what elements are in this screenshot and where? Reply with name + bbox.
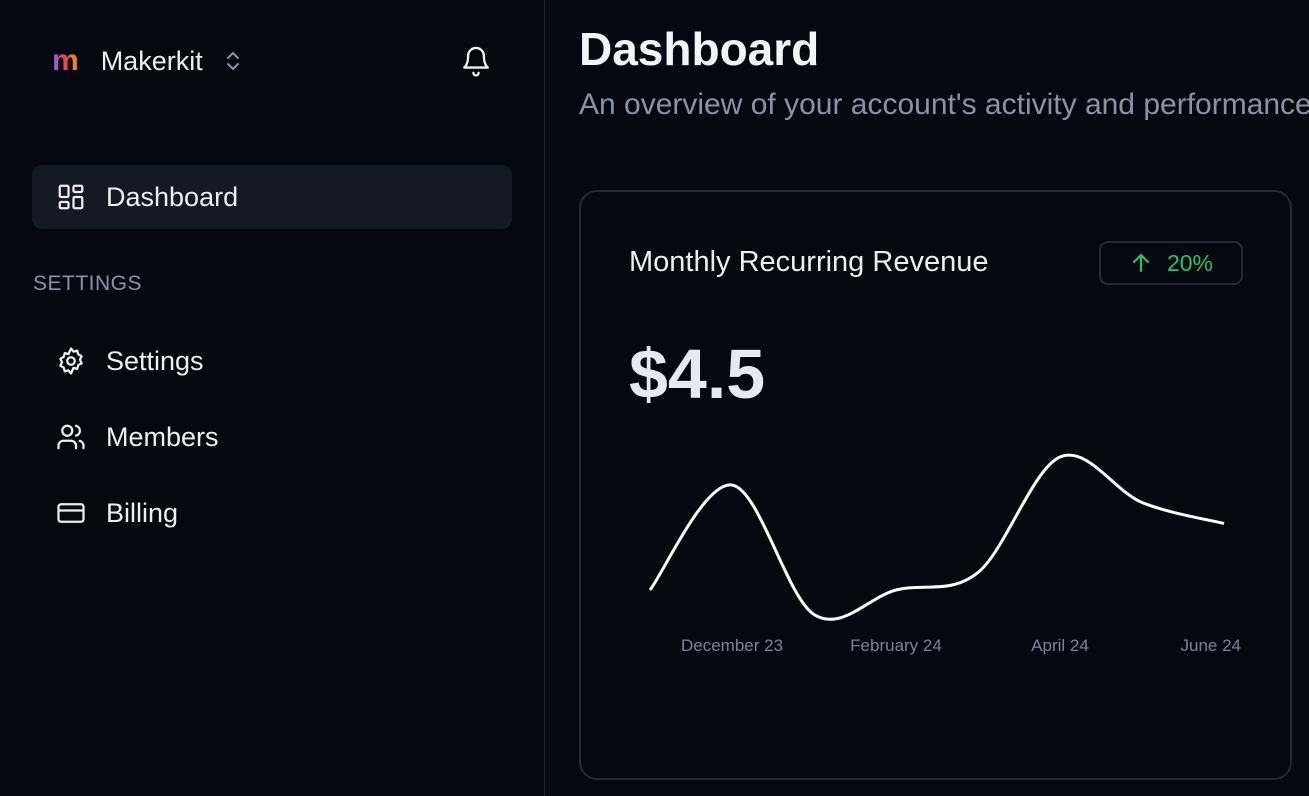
sidebar-item-label: Members	[106, 421, 219, 452]
bell-icon	[463, 46, 489, 77]
sidebar-item-dashboard[interactable]: Dashboard	[32, 165, 512, 229]
x-tick-label: December 23	[681, 636, 783, 655]
mrr-line-chart: December 23 February 24 April 24 June 24	[648, 453, 1242, 655]
layout-dashboard-icon	[58, 184, 84, 210]
sidebar-item-label: Settings	[106, 345, 204, 376]
notifications-button[interactable]	[460, 44, 492, 83]
account-switcher[interactable]: m Makerkit	[52, 44, 241, 78]
sidebar-item-billing[interactable]: Billing	[32, 481, 512, 545]
trend-badge: 20%	[1099, 241, 1243, 285]
sidebar: m Makerkit Dashboard SETTINGS Settings M…	[0, 0, 545, 796]
sidebar-item-settings[interactable]: Settings	[32, 329, 512, 393]
x-tick-label: June 24	[1181, 636, 1242, 655]
x-tick-label: April 24	[1031, 636, 1089, 655]
sidebar-item-label: Dashboard	[106, 181, 239, 212]
makerkit-logo: m	[52, 44, 79, 77]
arrow-up-icon	[1132, 253, 1150, 273]
gear-icon	[59, 347, 83, 375]
users-icon	[57, 424, 85, 450]
x-tick-label: February 24	[850, 636, 942, 655]
sidebar-item-members[interactable]: Members	[32, 405, 512, 469]
credit-card-icon	[57, 503, 85, 523]
mrr-card: Monthly Recurring Revenue 20% $4.5 Decem…	[579, 190, 1292, 780]
trend-value: 20%	[1166, 249, 1214, 276]
page-subtitle: An overview of your account's activity a…	[579, 88, 1309, 121]
page-title: Dashboard	[579, 23, 820, 75]
section-label-settings: SETTINGS	[33, 272, 143, 295]
mrr-series-line	[648, 453, 1225, 621]
mrr-value: $4.5	[629, 335, 766, 413]
sidebar-item-label: Billing	[106, 497, 179, 528]
account-name: Makerkit	[100, 45, 203, 76]
card-title: Monthly Recurring Revenue	[629, 246, 989, 278]
chevrons-up-down-icon	[226, 51, 239, 71]
